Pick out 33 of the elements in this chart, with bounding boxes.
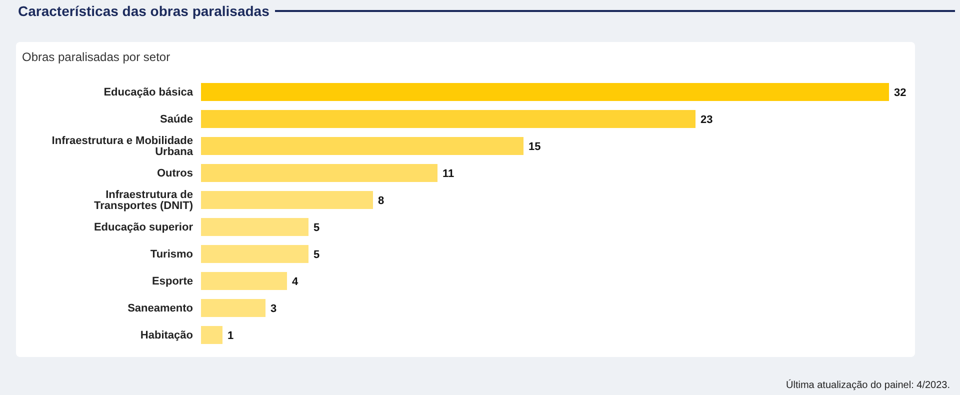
- y-tick-label: Educação básica: [104, 86, 194, 98]
- bar: [201, 326, 222, 344]
- data-label: 8: [378, 194, 384, 207]
- data-label: 3: [270, 302, 277, 315]
- bar: [201, 299, 266, 317]
- y-tick-label: Infraestrutura e Mobilidade Urbana: [52, 134, 194, 158]
- data-label: 23: [700, 114, 713, 126]
- y-tick-label: Saneamento: [128, 302, 194, 314]
- y-tick-label: Infraestrutura de Transportes (DNIT): [94, 188, 194, 212]
- data-label: 11: [442, 168, 454, 180]
- y-tick-label: Saúde: [160, 113, 193, 126]
- y-tick-label: Esporte: [152, 275, 193, 288]
- bar: [201, 245, 308, 263]
- y-tick-label: Turismo: [150, 248, 194, 260]
- bar: [201, 110, 696, 128]
- bar: [201, 218, 308, 236]
- bar: [201, 164, 438, 182]
- data-label: 4: [292, 276, 299, 288]
- data-label: 15: [528, 140, 541, 153]
- data-label: 1: [228, 330, 234, 342]
- bar: [201, 83, 889, 101]
- data-label: 32: [894, 86, 906, 99]
- y-tick-label: Educação superior: [94, 221, 194, 234]
- data-label: 5: [314, 222, 320, 234]
- y-tick-label: Outros: [156, 167, 193, 180]
- y-tick-label: Habitação: [140, 329, 194, 342]
- bar: [201, 191, 373, 209]
- text: Última atualização do painel: 4/2023.: [786, 380, 950, 391]
- chart-title: Características das obras paralisadas: [18, 3, 270, 19]
- data-label: 5: [314, 248, 320, 261]
- bar: [201, 272, 287, 290]
- bar: [201, 137, 524, 155]
- text: Obras paralisadas por setor: [22, 50, 170, 64]
